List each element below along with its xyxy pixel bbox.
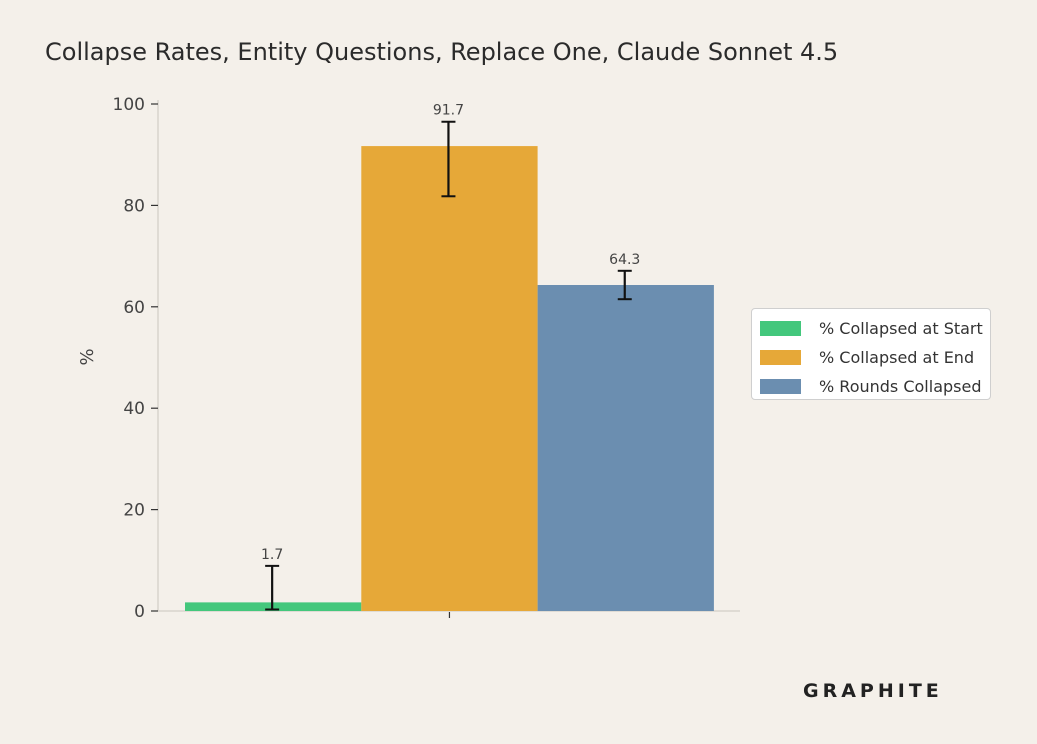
legend-label-start: % Collapsed at Start xyxy=(819,319,983,338)
y-tick-label: 100 xyxy=(113,95,145,115)
graphite-logo: GRAPHITE xyxy=(803,680,943,702)
legend-item-rounds: % Rounds Collapsed xyxy=(760,372,990,401)
y-axis-label: % xyxy=(77,348,98,365)
y-tick-label: 40 xyxy=(123,399,145,419)
chart-title: Collapse Rates, Entity Questions, Replac… xyxy=(45,38,839,66)
chart-legend: % Collapsed at Start % Collapsed at End … xyxy=(751,308,991,400)
legend-label-rounds: % Rounds Collapsed xyxy=(819,377,982,396)
y-tick-label: 60 xyxy=(123,298,145,318)
legend-item-start: % Collapsed at Start xyxy=(760,314,990,343)
bar xyxy=(361,146,538,611)
legend-swatch-start xyxy=(760,321,801,336)
bar xyxy=(537,284,714,611)
legend-swatch-rounds xyxy=(760,379,801,394)
y-tick-label: 20 xyxy=(123,501,145,521)
data-label: 64.3 xyxy=(609,252,640,268)
data-label: 91.7 xyxy=(433,103,464,119)
y-tick-label: 80 xyxy=(123,196,145,216)
data-label: 1.7 xyxy=(261,547,283,563)
legend-swatch-end xyxy=(760,350,801,365)
legend-label-end: % Collapsed at End xyxy=(819,348,975,367)
legend-item-end: % Collapsed at End xyxy=(760,343,990,372)
y-tick-label: 0 xyxy=(134,602,145,622)
